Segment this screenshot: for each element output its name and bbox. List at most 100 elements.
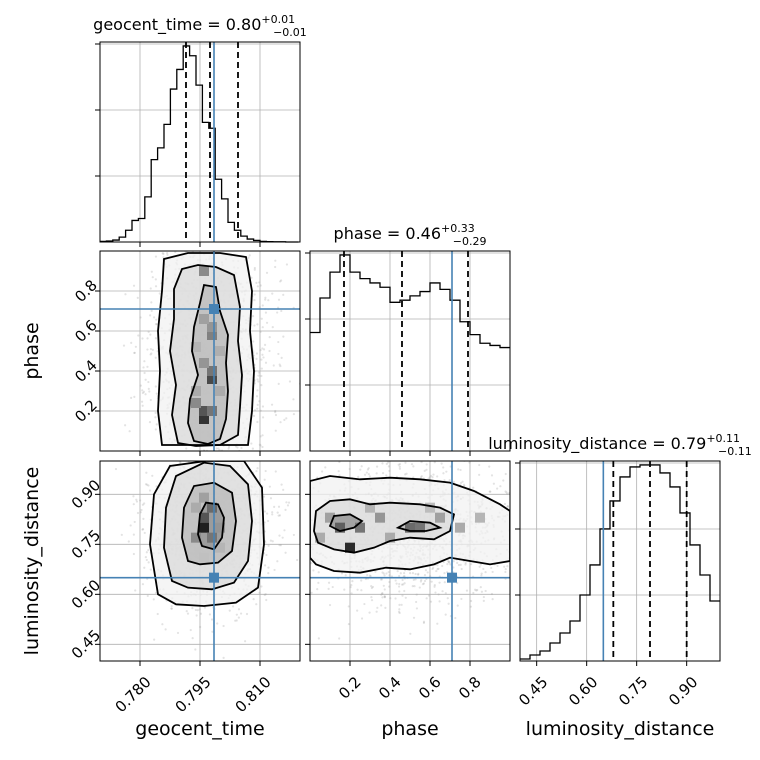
sample-point (505, 491, 508, 494)
sample-point (255, 352, 259, 355)
sample-point (312, 569, 315, 572)
sample-point (425, 463, 428, 466)
sample-point (426, 445, 428, 447)
sample-point (271, 513, 274, 516)
sample-point (251, 315, 255, 318)
sample-point (211, 217, 213, 219)
sample-point (442, 466, 445, 469)
sample-point (383, 574, 386, 577)
sample-point (277, 298, 281, 301)
sample-point (239, 454, 241, 456)
sample-point (277, 352, 280, 356)
sample-point (193, 231, 195, 233)
density-cell (207, 374, 217, 384)
sample-point (481, 442, 483, 444)
sample-point (533, 500, 535, 502)
sample-point (151, 348, 154, 351)
sample-point (513, 564, 515, 566)
sample-point (262, 348, 266, 351)
sample-point (154, 337, 157, 340)
sample-point (521, 562, 523, 564)
sample-point (360, 579, 363, 582)
sample-point (524, 467, 526, 469)
sample-point (512, 548, 514, 550)
sample-point (176, 234, 178, 236)
sample-point (142, 517, 145, 520)
sample-point (480, 574, 483, 577)
sample-point (433, 583, 436, 587)
sample-point (264, 298, 267, 301)
sample-point (517, 496, 519, 498)
sample-point (385, 462, 388, 465)
sample-point (436, 568, 439, 571)
title-main: geocent_time = 0.80 (93, 15, 261, 35)
sample-point (127, 540, 130, 543)
sample-point (158, 292, 161, 295)
sample-point (387, 461, 390, 464)
sample-point (380, 593, 383, 596)
sample-point (261, 405, 265, 408)
sample-point (357, 475, 360, 479)
y-tick-label: 0.2 (71, 396, 101, 426)
sample-point (145, 471, 148, 474)
sample-point (444, 613, 447, 616)
sample-point (351, 580, 354, 583)
sample-point (545, 483, 547, 485)
sample-point (457, 563, 460, 567)
sample-point (375, 472, 378, 475)
sample-point (255, 603, 258, 606)
title-sup: +0.01 (261, 13, 295, 26)
sample-point (289, 559, 291, 561)
sample-point (235, 613, 238, 616)
truth-marker (209, 304, 219, 314)
sample-point (207, 458, 209, 460)
sample-point (259, 284, 262, 287)
sample-point (506, 505, 509, 508)
sample-point (479, 585, 482, 589)
sample-point (189, 456, 191, 458)
sample-point (302, 523, 304, 525)
pair-content (267, 437, 593, 661)
sample-point (403, 572, 406, 575)
density-cell (405, 522, 415, 533)
sample-point (503, 565, 506, 568)
sample-point (381, 472, 385, 475)
sample-point (566, 504, 568, 506)
sample-point (188, 232, 190, 234)
sample-point (120, 533, 123, 536)
sample-point (302, 524, 304, 526)
sample-point (327, 587, 330, 590)
sample-point (387, 465, 390, 468)
sample-point (211, 630, 214, 633)
sample-point (282, 335, 285, 338)
sample-point (231, 605, 235, 608)
sample-point (266, 512, 269, 515)
sample-point (591, 581, 593, 583)
sample-point (247, 454, 249, 456)
sample-point (279, 237, 281, 239)
sample-point (218, 227, 220, 229)
sample-point (150, 309, 153, 312)
sample-point (290, 514, 292, 516)
sample-point (146, 594, 149, 598)
sample-point (146, 348, 149, 351)
sample-point (353, 446, 355, 448)
sample-point (431, 567, 434, 571)
sample-point (526, 563, 528, 565)
sample-point (237, 608, 241, 611)
sample-point (383, 596, 386, 599)
sample-point (274, 259, 277, 262)
sample-point (145, 551, 148, 554)
sample-point (265, 219, 267, 221)
sample-point (267, 501, 269, 503)
sample-point (274, 411, 277, 414)
sample-point (237, 616, 240, 619)
x-tick-label: 0.6 (415, 673, 445, 703)
sample-point (194, 608, 197, 612)
sample-point (228, 453, 230, 455)
sample-point (139, 511, 142, 514)
title-phase: phase = 0.46+0.33 −0.29 (334, 222, 487, 248)
sample-point (280, 356, 283, 359)
sample-point (344, 437, 346, 439)
sample-point (259, 348, 262, 352)
